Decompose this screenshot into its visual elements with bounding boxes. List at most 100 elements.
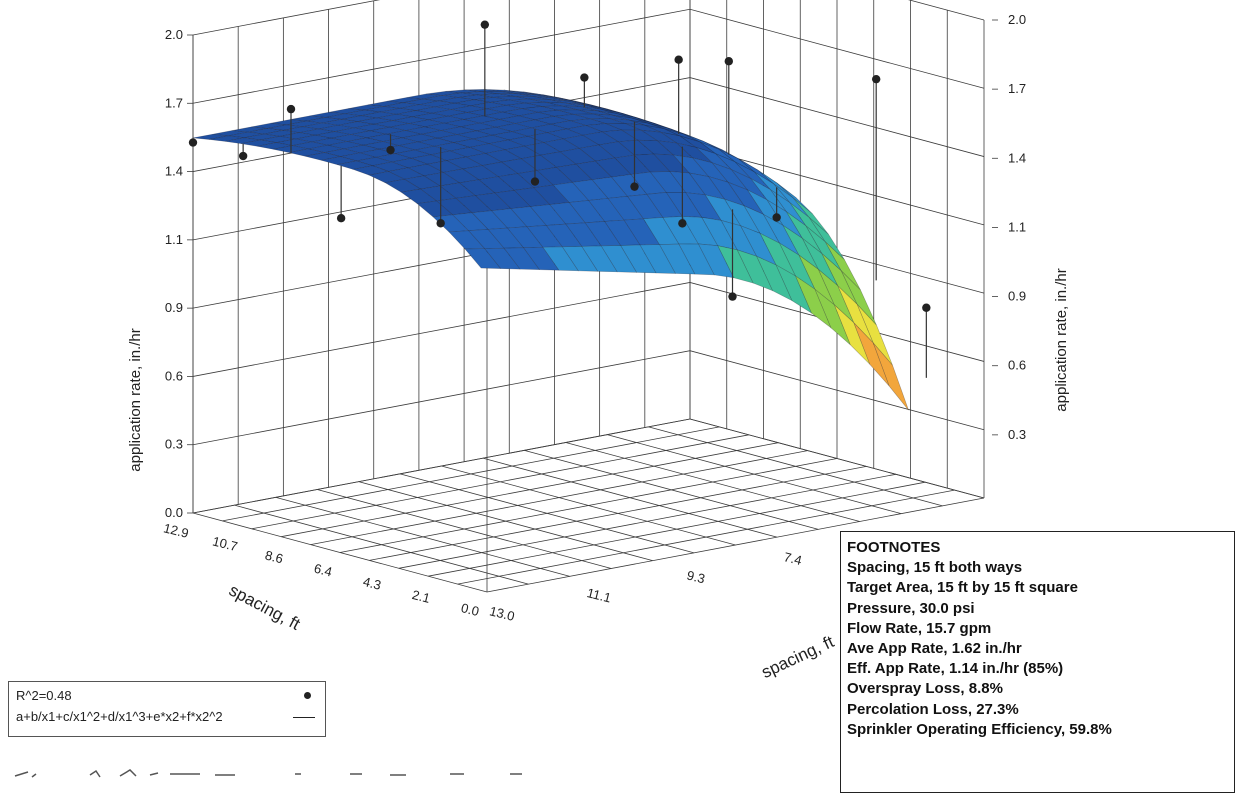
- surface-patch: [380, 107, 416, 115]
- fitted-surface: [192, 89, 909, 411]
- surface-patch: [565, 222, 602, 247]
- data-point: [386, 145, 395, 155]
- surface-patch: [444, 119, 480, 128]
- surface-patch: [509, 98, 546, 104]
- data-point: [286, 104, 296, 114]
- surface-patch: [550, 120, 587, 130]
- surface-patch: [451, 105, 487, 113]
- floor-gridline: [482, 457, 778, 538]
- surface-patch: [384, 178, 422, 193]
- x1-tick-label: 10.7: [211, 533, 239, 554]
- data-point: [530, 177, 540, 186]
- data-points: [188, 20, 931, 378]
- surface-patch: [541, 105, 578, 111]
- z-tick-label-right: 2.0: [1008, 12, 1026, 27]
- x2-tick-label: 7.4: [782, 549, 803, 568]
- footnote-line: Ave App Rate, 1.62 in./hr: [847, 640, 1022, 658]
- surface-patch: [403, 175, 441, 190]
- floor-gridline: [648, 426, 943, 507]
- x1-axis-label: spacing, ft: [226, 581, 304, 634]
- surface-patch: [678, 243, 715, 276]
- surface-patch: [474, 192, 512, 211]
- surface-patch: [559, 148, 597, 165]
- x1-tick-label: 8.6: [264, 548, 285, 567]
- surface-patch: [584, 221, 622, 247]
- surface-patch: [814, 288, 851, 345]
- surface-patch: [451, 212, 489, 231]
- surface-patch: [251, 122, 287, 129]
- surface-patch: [707, 175, 745, 207]
- floor-gridline: [234, 504, 529, 585]
- surface-patch: [546, 128, 584, 140]
- surface-patch: [775, 264, 813, 314]
- z-tick-label-left: 0.9: [165, 300, 183, 315]
- footnote-line: Target Area, 15 ft by 15 ft square: [847, 579, 1078, 597]
- legend-point-marker: [304, 692, 311, 699]
- surface-patch: [538, 109, 574, 117]
- z-tick-label-left: 0.3: [165, 437, 183, 452]
- x2-axis-label: spacing, ft: [759, 632, 838, 682]
- x1-tick-label: 0.0: [460, 600, 481, 619]
- surface-patch: [270, 119, 307, 126]
- surface-patch: [422, 95, 459, 102]
- x1-tick-label: 2.1: [411, 587, 432, 606]
- z-tick-label-right: 1.1: [1008, 219, 1026, 234]
- floor-gridline: [607, 434, 902, 515]
- data-point: [678, 219, 687, 228]
- surface-patch: [571, 179, 609, 201]
- surface-patch: [534, 116, 571, 125]
- surface-patch: [463, 115, 500, 124]
- z-tick-label-left: 1.4: [165, 164, 183, 179]
- floor-grid: [192, 418, 985, 593]
- surface-patch: [400, 188, 438, 204]
- surface-patch: [460, 122, 496, 132]
- floor-gridline: [689, 418, 985, 499]
- data-point: [336, 214, 346, 223]
- footnote-line: Pressure, 30.0 psi: [847, 599, 975, 617]
- data-point: [871, 74, 881, 84]
- surface-patch: [364, 106, 400, 113]
- surface-patch: [755, 255, 793, 302]
- footnote-line: Flow Rate, 15.7 gpm: [847, 619, 992, 637]
- x2-tick-label: 13.0: [488, 603, 516, 624]
- surface-patch: [620, 129, 659, 141]
- surface-patch: [581, 245, 618, 273]
- surface-patch: [626, 193, 664, 220]
- footnote-line: Sprinkler Operating Efficiency, 59.8%: [847, 720, 1112, 738]
- surface-patch: [717, 245, 754, 284]
- surface-patch: [438, 97, 475, 104]
- surface-patch: [416, 200, 454, 218]
- surface-patch: [403, 98, 439, 105]
- surface-patch: [833, 304, 870, 365]
- data-point: [724, 57, 733, 66]
- surface-patch: [522, 246, 560, 271]
- wall-gridline: [192, 350, 985, 446]
- data-point: [728, 292, 737, 301]
- surface-patch: [581, 131, 620, 146]
- surface-patch: [442, 168, 480, 184]
- z-axis-label-right: application rate, in./hr: [1053, 268, 1070, 411]
- surface-patch: [367, 100, 404, 107]
- surface-patch: [762, 213, 800, 256]
- surface-patch: [766, 199, 803, 239]
- surface-patch: [479, 119, 516, 128]
- legend-line-marker: [293, 717, 315, 718]
- data-point: [922, 303, 931, 312]
- surface-patch: [351, 165, 390, 176]
- z-tick-label-left: 1.7: [165, 95, 183, 110]
- surface-patch: [497, 173, 535, 191]
- z-tick-label-left: 0.0: [165, 505, 183, 520]
- surface-patch: [483, 111, 519, 120]
- surface-patch: [658, 243, 696, 275]
- floor-gridline: [192, 512, 488, 593]
- z-tick-label-right: 0.6: [1008, 358, 1026, 373]
- surface-patch: [442, 92, 478, 98]
- footnote-line: Eff. App Rate, 1.14 in./hr (85%): [847, 660, 1064, 678]
- surface-patch: [387, 97, 423, 104]
- surface-patch: [325, 113, 362, 120]
- surface-patch: [575, 160, 613, 181]
- data-point: [480, 20, 490, 29]
- surface-patch: [399, 104, 436, 111]
- handwritten-scribble: [14, 769, 522, 778]
